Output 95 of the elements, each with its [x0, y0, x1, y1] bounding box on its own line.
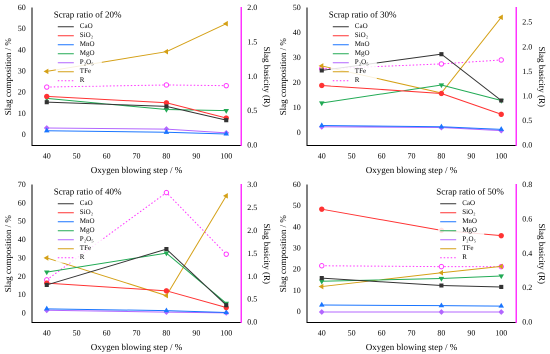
y-tick-label: 30: [292, 53, 301, 62]
y-tick-label: 20: [18, 88, 26, 97]
y-axis-title: Slag composition / %: [2, 214, 13, 292]
x-tick-label: 90: [467, 151, 476, 160]
y-tick-label: 40: [292, 222, 301, 232]
y2-axis-title: Slag basicity (R): [537, 46, 548, 107]
y2-tick-label: 0.8: [522, 180, 532, 189]
chart-title: Scrap ratio of 50%: [436, 186, 504, 197]
x-tick-label: 70: [408, 151, 416, 160]
x-tick-label: 100: [495, 151, 508, 160]
x-axis-title: Oxygen blowing step / %: [90, 342, 183, 352]
y2-tick-label: 1.5: [522, 66, 532, 76]
y-tick-label: 0: [296, 307, 301, 316]
y-axis-title: Slag composition / %: [278, 214, 288, 292]
y2-tick-label: 0.0: [522, 318, 532, 327]
y-tick-label: 20: [18, 272, 26, 281]
y2-tick-label: 2.0: [247, 226, 258, 235]
x-tick-label: 80: [162, 151, 170, 160]
x-tick-label: 90: [192, 151, 200, 160]
x-tick-label: 40: [42, 151, 51, 160]
y2-axis-title: Slag basicity (R): [262, 223, 272, 284]
y-tick-label: 10: [292, 103, 301, 112]
y-tick-label: 0: [22, 130, 26, 140]
y-tick-label: 50: [292, 2, 301, 12]
x-tick-label: 70: [408, 328, 416, 338]
y-tick-label: 30: [18, 253, 26, 262]
y2-tick-label: 2.5: [247, 202, 258, 212]
y2-tick-label: 1.0: [522, 91, 532, 100]
y-axis-title: Slag composition / %: [278, 38, 288, 116]
y2-tick-label: 0.2: [522, 283, 532, 292]
y2-axis-title: Slag basicity (R): [262, 46, 272, 107]
y-tick-label: 10: [292, 286, 301, 295]
x-tick-label: 70: [132, 328, 140, 338]
y2-tick-label: 0.5: [522, 116, 532, 126]
x-tick-label: 60: [378, 328, 386, 338]
x-axis-title: Oxygen blowing step / %: [366, 342, 458, 352]
y2-tick-label: 1.0: [247, 72, 258, 81]
y2-tick-label: 3.0: [247, 180, 258, 189]
x-tick-label: 90: [192, 328, 200, 338]
x-tick-label: 50: [72, 328, 81, 338]
x-tick-label: 80: [162, 328, 170, 338]
y-tick-label: 10: [18, 108, 26, 118]
x-tick-label: 100: [495, 328, 508, 338]
chart-title: Scrap ratio of 40%: [54, 186, 122, 197]
y-tick-label: 10: [18, 290, 26, 300]
y2-tick-label: 2.0: [247, 2, 258, 12]
y-tick-label: 50: [18, 216, 26, 226]
y2-tick-label: 2.0: [522, 42, 532, 52]
x-tick-label: 70: [132, 151, 140, 160]
y-tick-label: 40: [18, 45, 26, 54]
x-tick-label: 100: [220, 328, 232, 338]
y-tick-label: 0: [22, 308, 26, 318]
x-axis-title: Oxygen blowing step / %: [366, 164, 458, 175]
y-tick-label: 30: [292, 243, 301, 252]
y2-tick-label: 2.5: [522, 18, 532, 27]
y2-tick-label: 1.5: [247, 37, 258, 46]
y-tick-label: 60: [18, 2, 26, 12]
y2-tick-label: 0.5: [247, 294, 258, 304]
x-axis-title: Oxygen blowing step / %: [90, 164, 183, 175]
y-tick-label: 50: [292, 201, 301, 210]
x-tick-label: 90: [467, 328, 476, 338]
x-tick-label: 50: [348, 328, 356, 338]
x-tick-label: 80: [437, 151, 446, 160]
y2-tick-label: 0.0: [247, 140, 258, 150]
x-tick-label: 40: [318, 328, 326, 338]
x-tick-label: 50: [348, 151, 356, 160]
y-tick-label: 0: [296, 128, 301, 138]
x-tick-label: 50: [72, 151, 81, 160]
x-tick-label: 60: [378, 151, 386, 160]
y-tick-label: 70: [18, 180, 26, 189]
y2-tick-label: 0.5: [247, 106, 258, 116]
y-tick-label: 20: [292, 78, 301, 88]
y2-tick-label: 0.0: [247, 318, 258, 327]
x-tick-label: 40: [318, 151, 326, 160]
x-tick-label: 60: [102, 328, 111, 338]
y-tick-label: 30: [18, 66, 26, 76]
y-axis-title: Slag composition / %: [2, 38, 13, 116]
y2-tick-label: 0.4: [522, 248, 532, 258]
y2-tick-label: 1.5: [247, 248, 258, 258]
x-tick-label: 80: [437, 328, 446, 338]
y-tick-label: 60: [292, 180, 301, 189]
y2-tick-label: 0.6: [522, 214, 532, 224]
y-tick-label: 20: [292, 264, 301, 274]
x-tick-label: 60: [102, 151, 111, 160]
y2-tick-label: 0.0: [522, 140, 532, 150]
y2-axis-title: Slag basicity (R): [537, 223, 548, 284]
y2-tick-label: 1.0: [247, 272, 258, 281]
y-tick-label: 40: [292, 28, 301, 37]
y-tick-label: 50: [18, 24, 26, 34]
x-tick-label: 40: [42, 328, 51, 338]
y-tick-label: 40: [18, 235, 26, 244]
chart-title: Scrap ratio of 20%: [54, 10, 122, 20]
chart-title: Scrap ratio of 30%: [328, 10, 398, 20]
x-tick-label: 100: [220, 151, 232, 160]
y-tick-label: 60: [18, 198, 26, 208]
